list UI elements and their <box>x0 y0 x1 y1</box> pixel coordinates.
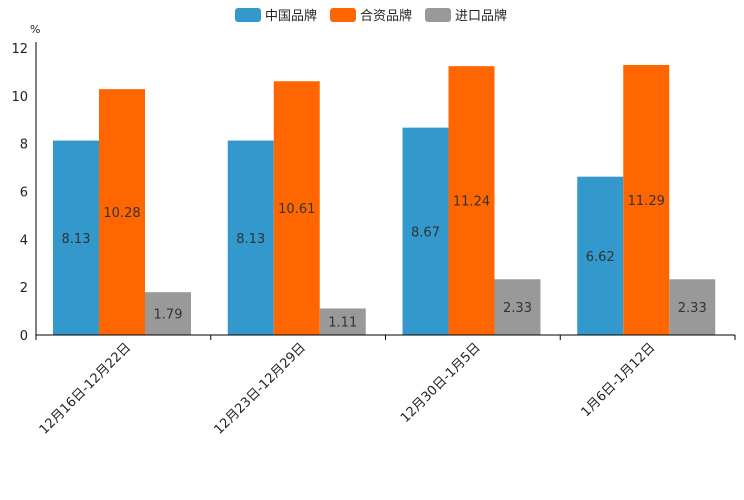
bar-1-2 <box>227 140 274 335</box>
bar-value-label: 10.61 <box>278 202 315 217</box>
bar-value-label: 10.28 <box>103 206 140 221</box>
y-tick-label: 2 <box>20 281 28 296</box>
bar-1-3 <box>402 127 449 335</box>
y-tick-label: 8 <box>20 138 28 153</box>
legend-label: 进口品牌 <box>455 8 507 24</box>
bar-3-3 <box>494 279 541 335</box>
x-tick-label: 12月30日-1月5日 <box>398 340 484 426</box>
bar-3-4 <box>669 279 716 335</box>
bar-value-label: 1.11 <box>328 316 357 331</box>
legend-swatch <box>235 8 261 22</box>
y-tick-label: 0 <box>20 329 28 344</box>
bar-value-label: 8.67 <box>411 225 440 240</box>
bar-1-1 <box>53 140 99 335</box>
y-axis: 0 2 4 6 8 10 12% <box>11 23 40 344</box>
bar-2-1 <box>99 89 145 336</box>
bar-2-2 <box>273 81 320 335</box>
x-tick-label: 12月16日-12月22日 <box>37 340 134 437</box>
bar-value-label: 2.33 <box>503 301 532 316</box>
bar-value-label: 11.29 <box>628 194 665 209</box>
legend-label: 中国品牌 <box>265 8 317 24</box>
bars: 8.13 10.28 1.79 8.13 10.61 1.11 8.67 11.24 2.33 6… <box>53 64 716 336</box>
bar-value-label: 11.24 <box>453 195 490 210</box>
bar-1-4 <box>577 176 624 335</box>
bar-value-label: 2.33 <box>678 301 707 316</box>
bar-3-2 <box>319 308 366 335</box>
legend: 中国品牌 合资品牌 进口品牌 <box>235 8 507 24</box>
bar-value-label: 6.62 <box>586 250 615 265</box>
bar-value-label: 8.13 <box>236 232 265 247</box>
y-tick-label: 6 <box>20 186 28 201</box>
bar-2-3 <box>448 66 495 335</box>
y-tick-label: 12 <box>11 42 28 57</box>
x-tick-label: 12月23日-12月29日 <box>211 340 308 437</box>
y-tick-label: 10 <box>11 90 28 105</box>
bar-3-1 <box>145 292 191 335</box>
x-axis: 12月16日-12月22日 12月23日-12月29日 12月30日-1月5日 1月6… <box>35 334 736 438</box>
legend-label: 合资品牌 <box>360 8 412 24</box>
legend-swatch <box>425 8 451 22</box>
x-tick-label: 1月6日-1月12日 <box>579 340 659 420</box>
y-axis-unit-label: % <box>30 23 40 36</box>
bar-value-label: 8.13 <box>62 232 91 247</box>
bar-value-label: 1.79 <box>154 308 183 323</box>
bar-2-4 <box>623 64 670 335</box>
y-tick-label: 4 <box>20 233 28 248</box>
legend-swatch <box>330 8 356 22</box>
